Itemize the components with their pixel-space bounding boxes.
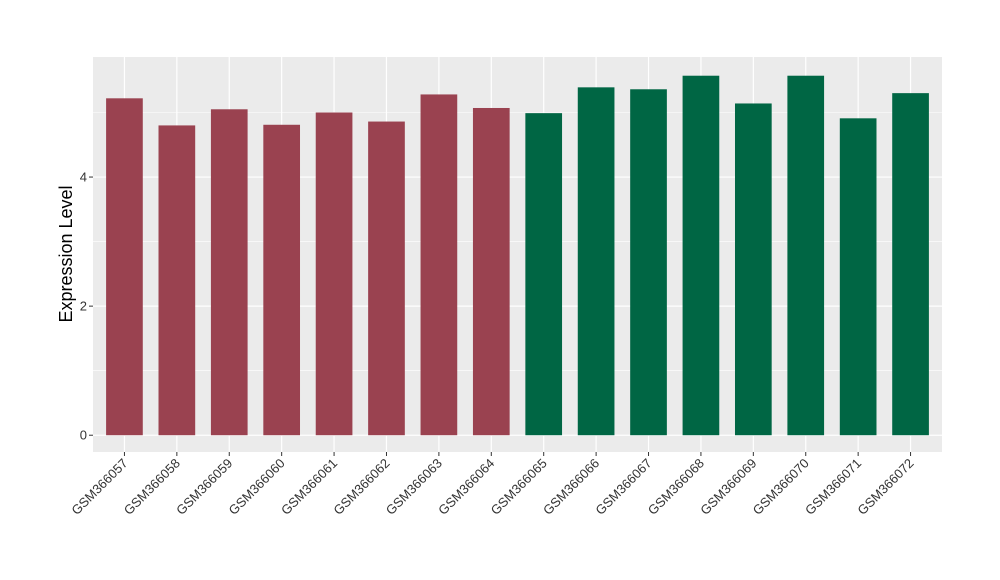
y-tick-label: 4 bbox=[80, 170, 87, 185]
x-axis: GSM366057GSM366058GSM366059GSM366060GSM3… bbox=[68, 452, 917, 518]
y-tick-label: 2 bbox=[80, 299, 87, 314]
bar-gsm366063 bbox=[420, 94, 458, 436]
bar-gsm366066 bbox=[577, 87, 615, 436]
bars bbox=[106, 75, 929, 436]
bar-gsm366064 bbox=[472, 107, 510, 436]
bar-gsm366071 bbox=[839, 118, 877, 436]
bar-gsm366059 bbox=[210, 109, 248, 436]
bar-gsm366058 bbox=[158, 125, 196, 436]
bar-gsm366067 bbox=[630, 89, 667, 436]
bar-gsm366068 bbox=[682, 75, 720, 436]
bar-gsm366065 bbox=[525, 113, 563, 436]
bar-gsm366057 bbox=[106, 98, 143, 436]
bar-gsm366061 bbox=[315, 112, 353, 436]
y-axis-title: Expression Level bbox=[56, 185, 76, 322]
bar-gsm366069 bbox=[734, 103, 772, 436]
y-tick-label: 0 bbox=[80, 428, 87, 443]
x-tick-label: GSM366072 bbox=[854, 456, 916, 518]
bar-gsm366060 bbox=[263, 124, 301, 436]
bar-gsm366070 bbox=[787, 75, 825, 436]
bar-gsm366072 bbox=[892, 93, 929, 436]
bar-gsm366062 bbox=[368, 121, 405, 436]
y-axis: 0 2 4 bbox=[80, 170, 93, 443]
